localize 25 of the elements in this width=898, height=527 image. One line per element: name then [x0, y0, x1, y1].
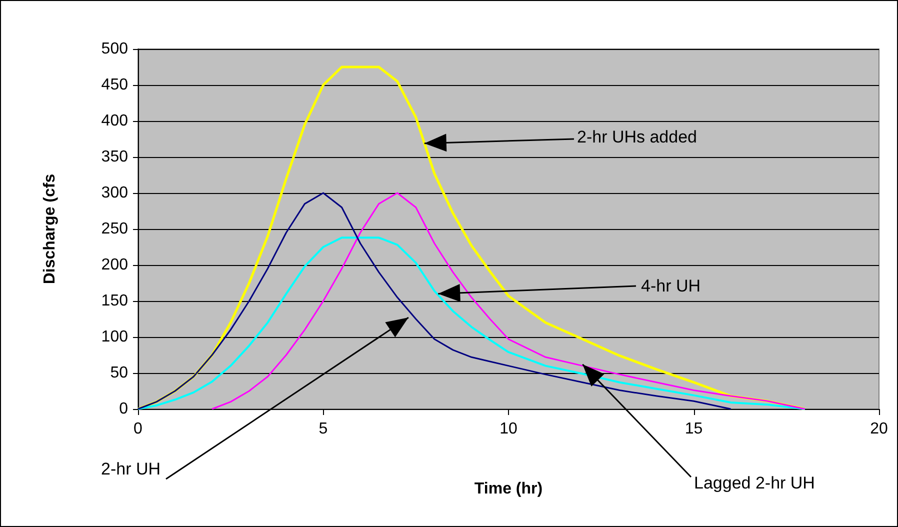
y-tick-label: 250	[101, 220, 128, 238]
y-tick-label: 200	[101, 256, 128, 274]
y-tick-label: 150	[101, 292, 128, 310]
x-tick-label: 15	[684, 420, 703, 438]
y-tick-label: 0	[119, 400, 128, 418]
annotation: Lagged 2-hr UH	[694, 474, 815, 492]
x-tick-label: 10	[500, 420, 518, 438]
x-tick-label: 5	[318, 420, 328, 438]
line-series	[211, 192, 806, 410]
y-axis-title: Discharge (cfs	[42, 174, 58, 284]
y-tick-label: 50	[110, 364, 128, 382]
y-tick-label: 300	[101, 184, 128, 202]
line-series	[137, 236, 806, 410]
annotation: 2-hr UHs added	[577, 128, 698, 146]
y-tick-label: 500	[101, 40, 128, 58]
line-series	[137, 192, 732, 410]
y-tick-label: 450	[101, 76, 128, 94]
x-tick-label: 0	[134, 420, 143, 438]
x-axis-title: Time (hr)	[474, 480, 543, 498]
x-tick-label: 20	[870, 420, 888, 438]
annotation: 2-hr UH	[101, 460, 161, 478]
y-tick-label: 400	[101, 112, 128, 130]
y-tick-label: 350	[101, 148, 128, 166]
annotation: 4-hr UH	[641, 276, 701, 296]
y-tick-label: 100	[101, 328, 128, 346]
